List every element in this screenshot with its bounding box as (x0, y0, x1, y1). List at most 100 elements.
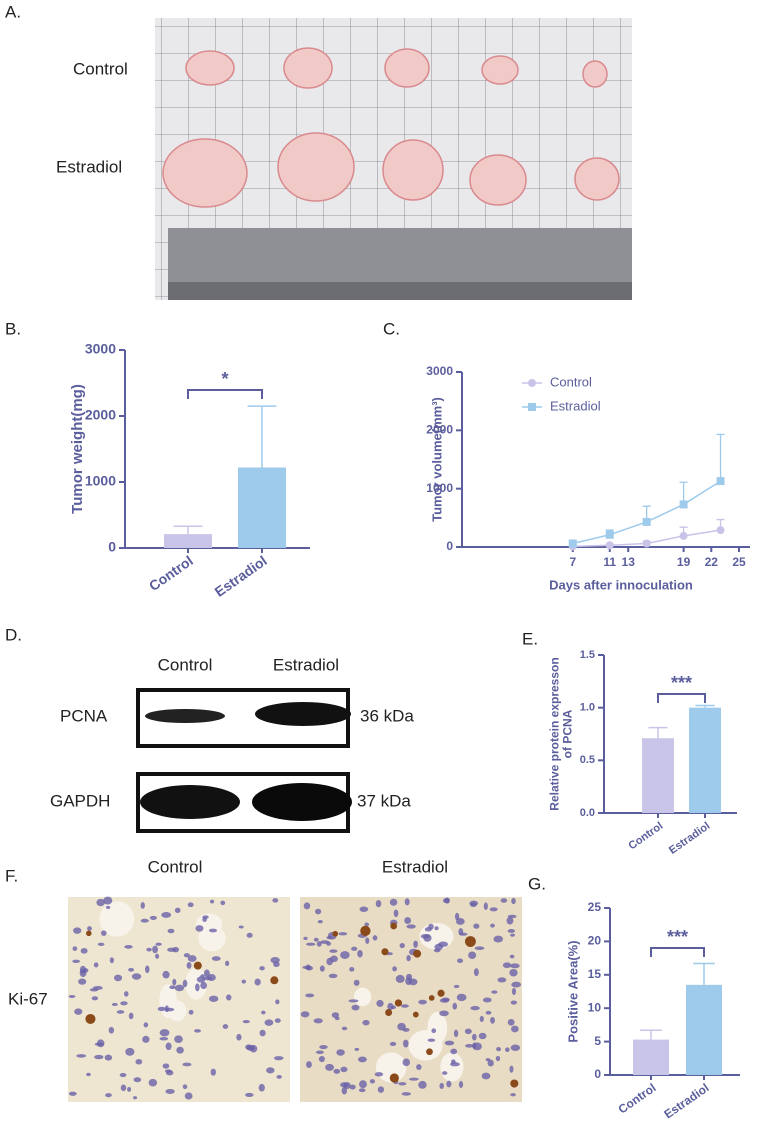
ihc-nucleus (317, 920, 323, 924)
x-tick-label: Control (626, 820, 665, 852)
y-tick-label: 25 (588, 900, 602, 914)
ihc-vacuole (375, 1052, 407, 1083)
ihc-nucleus (473, 968, 479, 977)
ihc-nucleus (424, 927, 432, 932)
y-tick-label: 1000 (85, 473, 116, 489)
ihc-nucleus (334, 1016, 340, 1021)
ihc-nucleus (377, 1086, 385, 1093)
ihc-nucleus (105, 905, 111, 909)
ihc-stain (426, 1048, 433, 1056)
y-tick-label: 1.5 (580, 649, 595, 661)
ihc-nucleus (459, 932, 468, 936)
ihc-nucleus (418, 999, 427, 1005)
ihc-nucleus (389, 1041, 397, 1047)
ihc-nucleus (481, 1072, 491, 1080)
y-tick-label: 0.5 (580, 754, 595, 766)
bar (633, 1039, 669, 1075)
ihc-nucleus (510, 1093, 516, 1097)
ihc-nucleus (329, 949, 338, 953)
ihc-nucleus (187, 902, 194, 908)
ihc-nucleus (91, 996, 99, 1001)
ihc-nucleus (479, 1015, 484, 1022)
point (716, 477, 725, 486)
ihc-nucleus (111, 1002, 118, 1007)
ihc-stain (428, 995, 435, 1001)
ihc-nucleus (272, 898, 279, 903)
ihc-nucleus (338, 932, 348, 936)
ihc-nucleus (404, 898, 410, 906)
ihc-nucleus (222, 1024, 229, 1029)
ihc-stain (85, 1013, 96, 1025)
legend-marker (528, 403, 536, 411)
ihc-nucleus (509, 1065, 514, 1073)
ihc-nucleus (456, 918, 465, 925)
ihc-nucleus (145, 965, 150, 974)
ihc-nucleus (510, 933, 515, 937)
ihc-nucleus (157, 1006, 166, 1012)
ihc-nucleus (74, 1008, 83, 1015)
ihc-nucleus (509, 968, 518, 977)
ihc-nucleus (439, 1082, 444, 1090)
ihc-nucleus (96, 898, 105, 907)
ihc-nucleus (431, 1028, 437, 1034)
ihc-nucleus (105, 1093, 112, 1098)
ihc-nucleus (444, 1040, 455, 1046)
ihc-nucleus (374, 1072, 384, 1077)
x-tick-label: 25 (732, 555, 746, 569)
ihc-nucleus (331, 1012, 340, 1018)
ihc-nucleus (187, 955, 197, 962)
ihc-nucleus (165, 1088, 175, 1095)
ihc-nucleus (140, 918, 149, 923)
chart: 0 5 10 15 20 25 Positive Area(%) Control Estradi… (565, 900, 740, 1122)
ihc-nucleus (128, 967, 135, 972)
ihc-nucleus (351, 946, 358, 951)
ihc-nucleus (259, 966, 265, 971)
blot-size: 36 kDa (360, 706, 414, 725)
ihc-nucleus (398, 1082, 407, 1086)
x-tick-label: Estradiol (212, 552, 270, 599)
y-tick-label: 3000 (85, 341, 116, 357)
blot-label: PCNA (60, 706, 108, 725)
ihc-nucleus (182, 1062, 192, 1067)
ihc-nucleus (78, 978, 87, 985)
ihc-nucleus (397, 1022, 406, 1031)
ihc-nucleus (485, 1010, 492, 1015)
ihc-nucleus (108, 1026, 115, 1034)
bar (686, 984, 722, 1075)
ihc-nucleus (450, 1048, 458, 1055)
ihc-nucleus (188, 1009, 194, 1015)
ihc-vacuole (159, 984, 177, 1018)
ihc-nucleus (100, 930, 107, 936)
ihc-nucleus (300, 1011, 310, 1018)
ihc-nucleus (79, 965, 86, 974)
ihc-nucleus (357, 949, 363, 958)
point (679, 500, 688, 509)
ihc-vacuole (198, 925, 226, 952)
ihc-nucleus (423, 934, 432, 942)
ihc-nucleus (387, 1002, 394, 1011)
ihc-nucleus (333, 1068, 341, 1074)
point (679, 531, 688, 540)
ihc-nucleus (303, 902, 311, 910)
x-axis-label: Days after innoculation (549, 577, 693, 592)
ihc-nucleus (174, 984, 185, 992)
x-tick-label: Estradiol (661, 1081, 711, 1122)
ihc-nucleus (487, 1059, 494, 1067)
point (605, 541, 614, 550)
point (642, 539, 651, 548)
ihc-nucleus (120, 1084, 127, 1092)
bar (164, 534, 212, 548)
ihc-nucleus (94, 1054, 104, 1060)
ihc-nucleus (438, 941, 449, 947)
ihc-stain (413, 949, 422, 958)
ihc-nucleus (148, 1078, 158, 1087)
ihc-nucleus (406, 954, 411, 962)
column-label: Estradiol (273, 655, 339, 674)
ihc-nucleus (246, 1044, 255, 1051)
ihc-nucleus (465, 1043, 474, 1048)
chart: 0 1000 2000 3000 Tumor volume(mm³) 7 11 13 19 22 2… (426, 364, 750, 592)
ihc-nucleus (127, 1086, 132, 1092)
ihc-nucleus (174, 907, 181, 914)
y-axis-label: of PCNA (561, 709, 575, 758)
y-tick-label: 2000 (85, 407, 116, 423)
